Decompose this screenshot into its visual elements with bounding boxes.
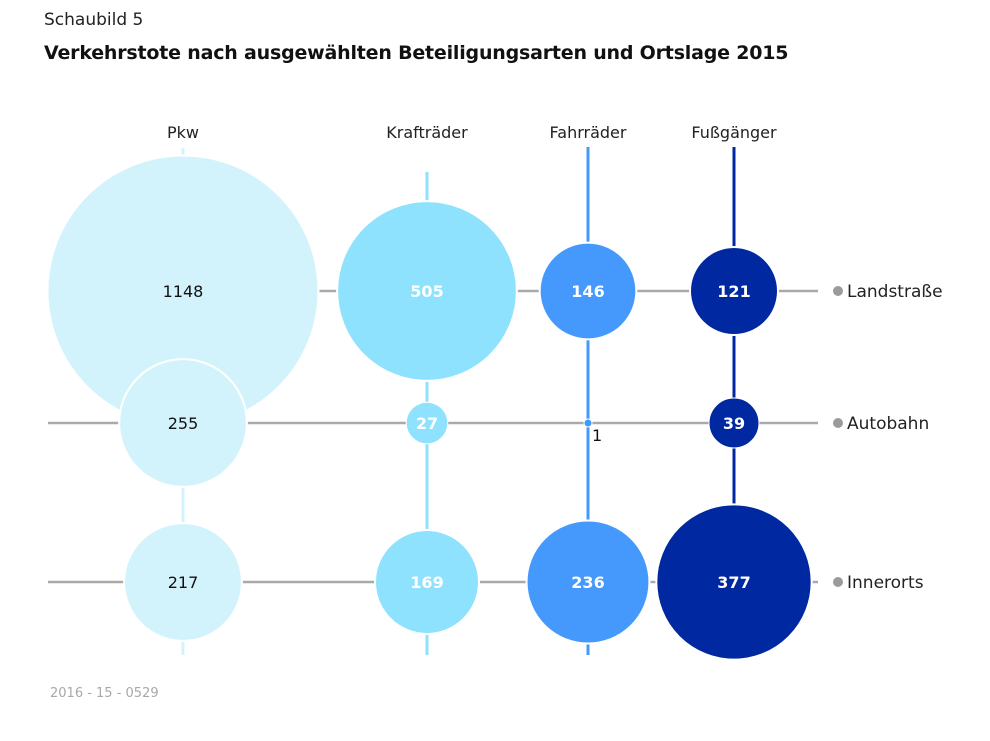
bubble-fahrraeder-innerorts [525, 519, 651, 645]
bubble-kraftraeder-landstrasse [336, 200, 518, 382]
bubble-kraftraeder-innerorts [374, 529, 480, 635]
chart-kicker: Schaubild 5 [44, 10, 144, 30]
value-label-fahrraeder-innerorts: 236 [571, 573, 604, 592]
value-label-fussgaenger-autobahn: 39 [723, 414, 745, 433]
column-label-fussgaenger: Fußgänger [691, 123, 777, 142]
bubble-fahrraeder-landstrasse [538, 241, 638, 341]
bubble-fussgaenger-landstrasse [689, 246, 779, 336]
row-label-autobahn: Autobahn [847, 414, 929, 434]
value-label-fahrraeder-landstrasse: 146 [571, 282, 604, 301]
value-label-fahrraeder-autobahn: 1 [592, 426, 602, 445]
value-label-kraftraeder-landstrasse: 505 [410, 282, 443, 301]
value-label-pkw-innerorts: 217 [168, 573, 199, 592]
bubbles [46, 154, 813, 661]
bubble-fussgaenger-autobahn [708, 397, 760, 449]
column-label-kraftraeder: Krafträder [386, 123, 468, 142]
bubble-kraftraeder-autobahn [405, 401, 449, 445]
column-label-fahrraeder: Fahrräder [550, 123, 627, 142]
bubble-fussgaenger-innerorts [655, 503, 813, 661]
value-label-kraftraeder-innerorts: 169 [410, 573, 443, 592]
row-label-innerorts: Innerorts [847, 573, 924, 593]
value-label-fussgaenger-innerorts: 377 [717, 573, 750, 592]
value-label-kraftraeder-autobahn: 27 [416, 414, 438, 433]
source-code: 2016 - 15 - 0529 [50, 686, 159, 701]
value-label-pkw-landstrasse: 1148 [163, 282, 204, 301]
labels: Pkw Krafträder Fahrräder Fußgänger Landstraß… [163, 123, 943, 593]
row-dot-landstrasse [833, 286, 843, 296]
chart-title: Verkehrstote nach ausgewählten Beteiligu… [44, 42, 789, 64]
row-dot-autobahn [833, 418, 843, 428]
value-label-fussgaenger-landstrasse: 121 [717, 282, 750, 301]
row-dot-innerorts [833, 577, 843, 587]
value-label-pkw-autobahn: 255 [168, 414, 199, 433]
row-label-landstrasse: Landstraße [847, 282, 943, 302]
bubble-pkw-innerorts [123, 522, 243, 642]
bubble-pkw-autobahn [118, 358, 248, 488]
bubble-fahrraeder-autobahn [583, 418, 593, 428]
column-label-pkw: Pkw [167, 123, 199, 142]
